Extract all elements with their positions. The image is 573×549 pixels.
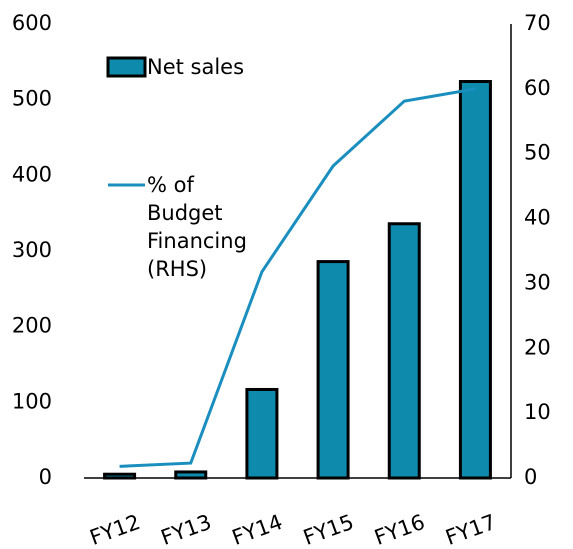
x-tick-label: FY13 (158, 510, 215, 549)
y-tick-label: 600 (12, 11, 52, 35)
bar (458, 80, 492, 480)
y2-tick-label: 50 (524, 141, 551, 165)
y2-tick-label: 70 (524, 11, 551, 35)
bar (387, 222, 421, 480)
y-tick-label: 0 (39, 465, 52, 489)
legend-label: Net sales (147, 55, 245, 79)
y2-tick-label: 0 (524, 465, 537, 489)
x-tick-label: FY12 (87, 510, 144, 549)
x-tick-label: FY14 (229, 510, 286, 549)
y2-tick-label: 20 (524, 335, 551, 359)
y-tick-label: 500 (12, 87, 52, 111)
y-tick-label: 300 (12, 238, 52, 262)
y-tick-label: 200 (12, 314, 52, 338)
bar (245, 387, 279, 480)
x-tick-label: FY15 (300, 510, 357, 549)
y2-tick-label: 40 (524, 206, 551, 230)
y2-tick-label: 60 (524, 76, 551, 100)
bar (316, 260, 350, 480)
bar (174, 470, 208, 480)
y-tick-label: 100 (12, 389, 52, 413)
legend-swatch (106, 56, 147, 78)
y2-tick-label: 10 (524, 400, 551, 424)
legend-label: % of Budget Financing (RHS) (147, 173, 247, 281)
line-series (119, 87, 476, 468)
y-tick-label: 400 (12, 162, 52, 186)
x-tick-label: FY16 (371, 510, 428, 549)
y2-tick-label: 30 (524, 270, 551, 294)
x-tick-label: FY17 (442, 510, 499, 549)
